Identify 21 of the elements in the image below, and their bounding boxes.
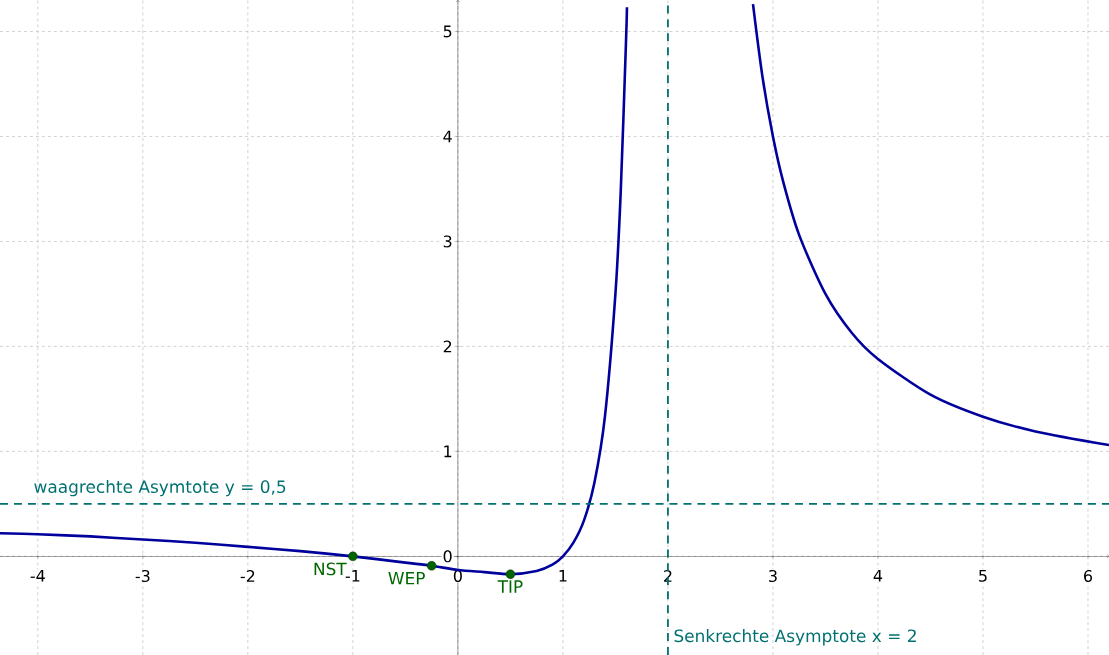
x-tick-label: -2: [240, 570, 255, 582]
ref-line-label: Senkrechte Asymptote x = 2: [674, 629, 916, 646]
x-tick-label: 4: [873, 569, 883, 582]
annotation: WEP: [388, 571, 425, 585]
y-tick-label: 4: [443, 130, 452, 143]
x-tick-label: 3: [769, 570, 777, 583]
y-tick-label: 2: [443, 340, 452, 353]
x-tick-label: -4: [30, 569, 45, 582]
x-tick-label: 1: [559, 569, 567, 582]
ref-line-label: waagrechte Asymtote y = 0,5: [34, 479, 286, 497]
annotation: NST: [314, 562, 347, 576]
annotation: TIP: [497, 580, 523, 593]
x-tick-label: 2: [664, 570, 672, 582]
y-tick-label: 0: [443, 550, 452, 563]
x-tick-label: 5: [979, 569, 987, 582]
y-tick-label: 3: [443, 235, 452, 248]
y-tick-label: 1: [444, 445, 452, 458]
x-tick-label: -3: [135, 570, 150, 583]
x-tick-label: 6: [1084, 570, 1093, 583]
x-tick-label: -1: [345, 569, 360, 582]
y-tick-label: 5: [443, 25, 452, 38]
